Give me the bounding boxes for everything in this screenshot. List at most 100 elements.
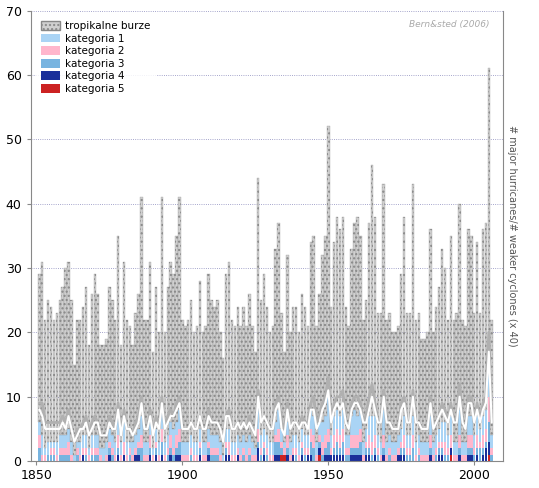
Text: Bern&sted (2006): Bern&sted (2006) [409,20,489,29]
Bar [309,455,312,461]
Bar [222,455,224,461]
Bar [397,448,399,455]
Bar [146,442,149,455]
Bar [76,442,79,448]
Bar [64,455,67,461]
Bar [210,300,213,435]
Bar [403,455,405,461]
Bar [243,435,245,448]
Bar [429,416,432,435]
Bar [333,416,335,435]
Bar [134,435,137,448]
Bar [458,435,461,448]
Bar [251,455,254,461]
Bar [99,448,102,455]
Bar [470,455,473,461]
Bar [388,448,391,455]
Bar [120,455,122,461]
Bar [132,442,134,455]
Bar [184,442,186,455]
Bar [348,435,350,448]
Bar [137,455,140,461]
Bar [286,255,289,423]
Bar [117,416,119,435]
Bar [485,223,487,409]
Bar [280,442,283,448]
Bar [56,313,58,442]
Bar [181,442,184,455]
Bar [50,306,52,442]
Bar [473,448,475,455]
Bar [152,448,154,455]
Bar [114,455,116,461]
Bar [67,429,70,442]
Bar [450,416,452,435]
Bar [409,435,411,448]
Bar [216,435,219,448]
Bar [418,455,420,461]
Bar [94,274,96,435]
Bar [208,448,210,455]
Bar [356,455,358,461]
Bar [338,416,341,435]
Bar [284,448,286,455]
Bar [123,423,125,442]
Bar [303,448,306,455]
Bar [377,313,379,435]
Bar [330,435,333,448]
Bar [169,435,172,448]
Bar [140,435,143,448]
Bar [479,313,481,429]
Bar [210,448,213,455]
Bar [450,435,452,448]
Bar [488,455,490,461]
Bar [441,455,444,461]
Bar [216,448,219,455]
Bar [82,435,85,448]
Bar [397,326,399,435]
Bar [248,455,251,461]
Bar [359,409,362,429]
Bar [88,448,90,455]
Bar [359,442,362,455]
Bar [374,217,376,416]
Bar [412,416,414,435]
Bar [70,455,73,461]
Bar [187,455,189,461]
Bar [88,345,90,448]
Bar [429,455,432,461]
Bar [344,306,347,435]
Bar [284,442,286,448]
Bar [260,300,262,435]
Bar [330,455,333,461]
Bar [178,429,181,442]
Bar [301,429,303,442]
Bar [243,448,245,455]
Bar [490,435,493,448]
Bar [348,448,350,455]
Bar [356,416,358,435]
Bar [318,435,321,442]
Bar [432,442,434,455]
Bar [490,455,493,461]
Bar [467,416,469,435]
Bar [336,217,338,409]
Bar [383,448,385,455]
Bar [149,435,151,448]
Bar [356,217,358,416]
Bar [149,448,151,455]
Bar [385,320,388,442]
Bar [441,423,444,442]
Bar [388,313,391,435]
Bar [336,429,338,442]
Bar [38,423,40,435]
Bar [412,448,414,461]
Bar [76,455,79,461]
Bar [94,435,96,448]
Bar [292,306,294,435]
Bar [359,236,362,409]
Bar [82,455,85,461]
Bar [248,448,251,455]
Bar [237,435,239,448]
Bar [53,455,55,461]
